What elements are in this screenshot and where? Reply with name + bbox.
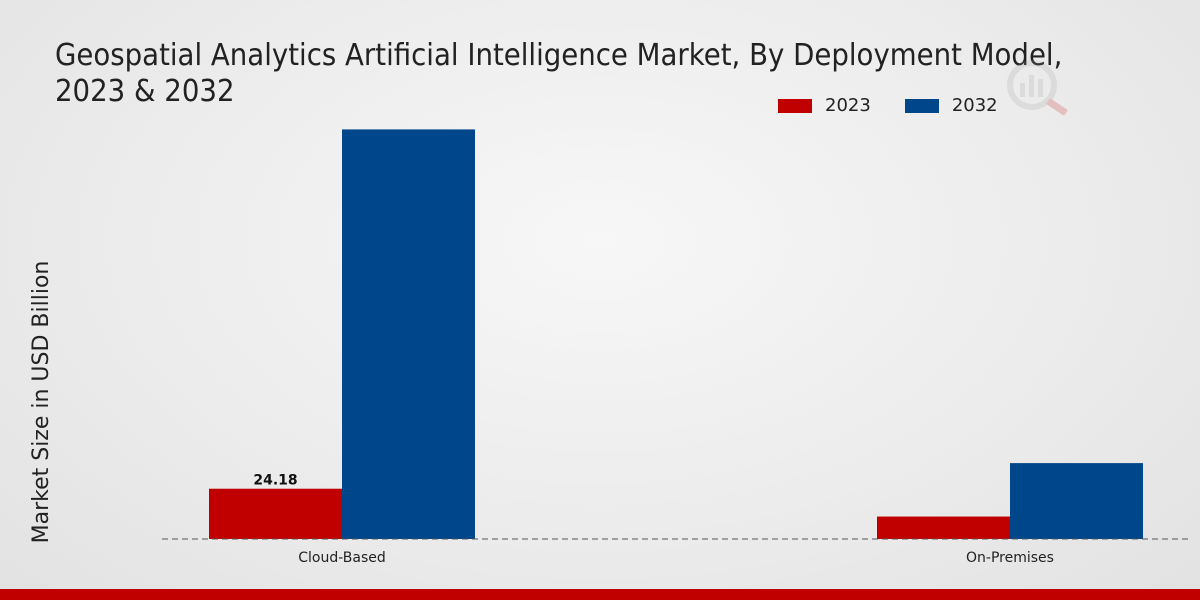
x-tick-label-on-premises: On-Premises — [966, 550, 1054, 566]
legend-swatch-2023 — [778, 98, 812, 113]
bar-cloud-based-2023 — [209, 488, 342, 539]
bar-on-premises-2032 — [1010, 463, 1143, 539]
legend-swatch-2032 — [904, 98, 939, 113]
data-label-2023-cloud-based: 24.18 — [253, 473, 297, 489]
bottom-accent-bar — [0, 589, 1200, 600]
bar-cloud-based-2032 — [342, 129, 475, 539]
bar-on-premises-2023 — [877, 516, 1010, 539]
x-tick-label-cloud-based: Cloud-Based — [298, 550, 386, 566]
legend-item-2032: 2032 — [904, 95, 998, 116]
legend-item-2023: 2023 — [778, 95, 871, 116]
y-axis-label: Market Size in USD Billion — [29, 261, 54, 544]
legend-label-2032: 2032 — [951, 95, 998, 116]
legend: 2023 2032 — [778, 95, 1032, 116]
legend-label-2023: 2023 — [825, 95, 871, 116]
chart-title: Geospatial Analytics Artificial Intellig… — [55, 38, 1063, 109]
market-research-logo-icon — [1007, 60, 1068, 115]
